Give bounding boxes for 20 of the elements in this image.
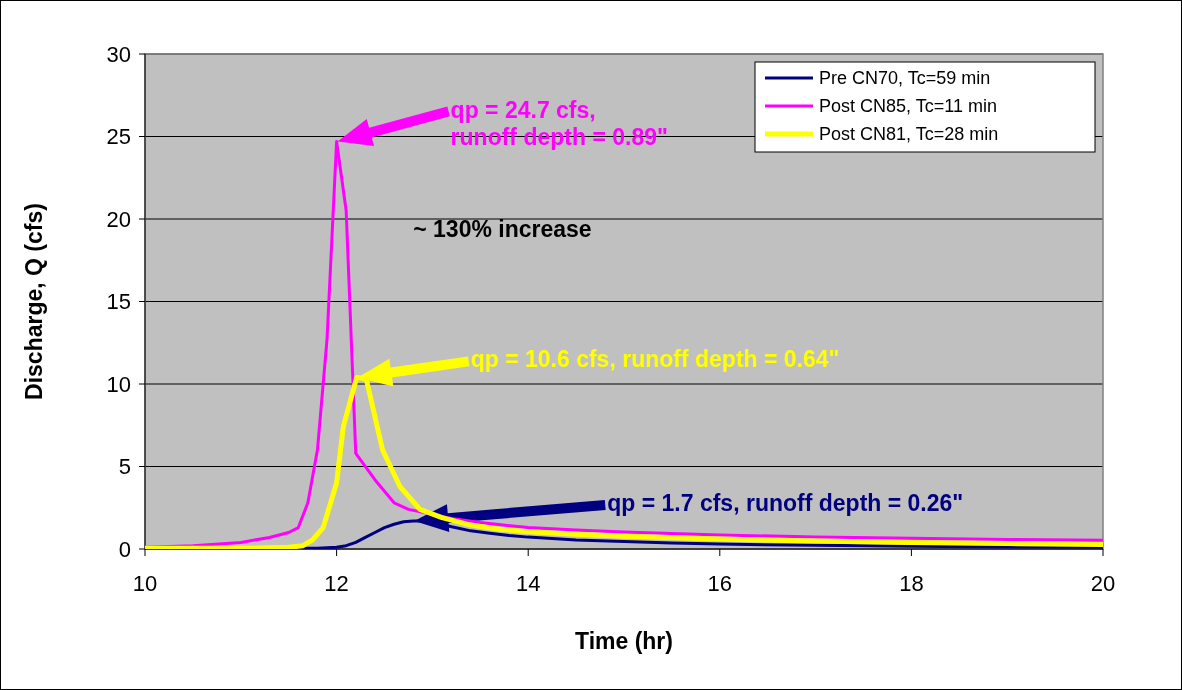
- x-tick-label: 12: [324, 571, 349, 596]
- x-axis-title: Time (hr): [575, 628, 673, 654]
- legend-label: Post CN81, Tc=28 min: [819, 124, 999, 145]
- y-tick-label: 5: [118, 454, 131, 480]
- annotation: ~ 130% increase: [413, 216, 592, 243]
- y-tick-label: 20: [106, 206, 131, 232]
- annotation: qp = 10.6 cfs, runoff depth = 0.64": [470, 346, 840, 373]
- x-tick-label: 18: [899, 571, 924, 596]
- y-tick-label: 15: [106, 289, 131, 315]
- y-axis-title: Discharge, Q (cfs): [21, 203, 47, 400]
- annotation: qp = 1.7 cfs, runoff depth = 0.26": [607, 490, 964, 516]
- x-tick-label: 14: [515, 571, 541, 596]
- y-tick-label: 0: [118, 536, 131, 562]
- x-tick-label: 20: [1090, 571, 1116, 596]
- x-tick-label: 16: [707, 571, 733, 596]
- legend-label: Pre CN70, Tc=59 min: [819, 68, 991, 89]
- legend-label: Post CN85, Tc=11 min: [819, 96, 997, 117]
- y-tick-label: 30: [106, 41, 131, 67]
- y-tick-label: 10: [106, 371, 131, 397]
- y-tick-label: 25: [106, 124, 131, 150]
